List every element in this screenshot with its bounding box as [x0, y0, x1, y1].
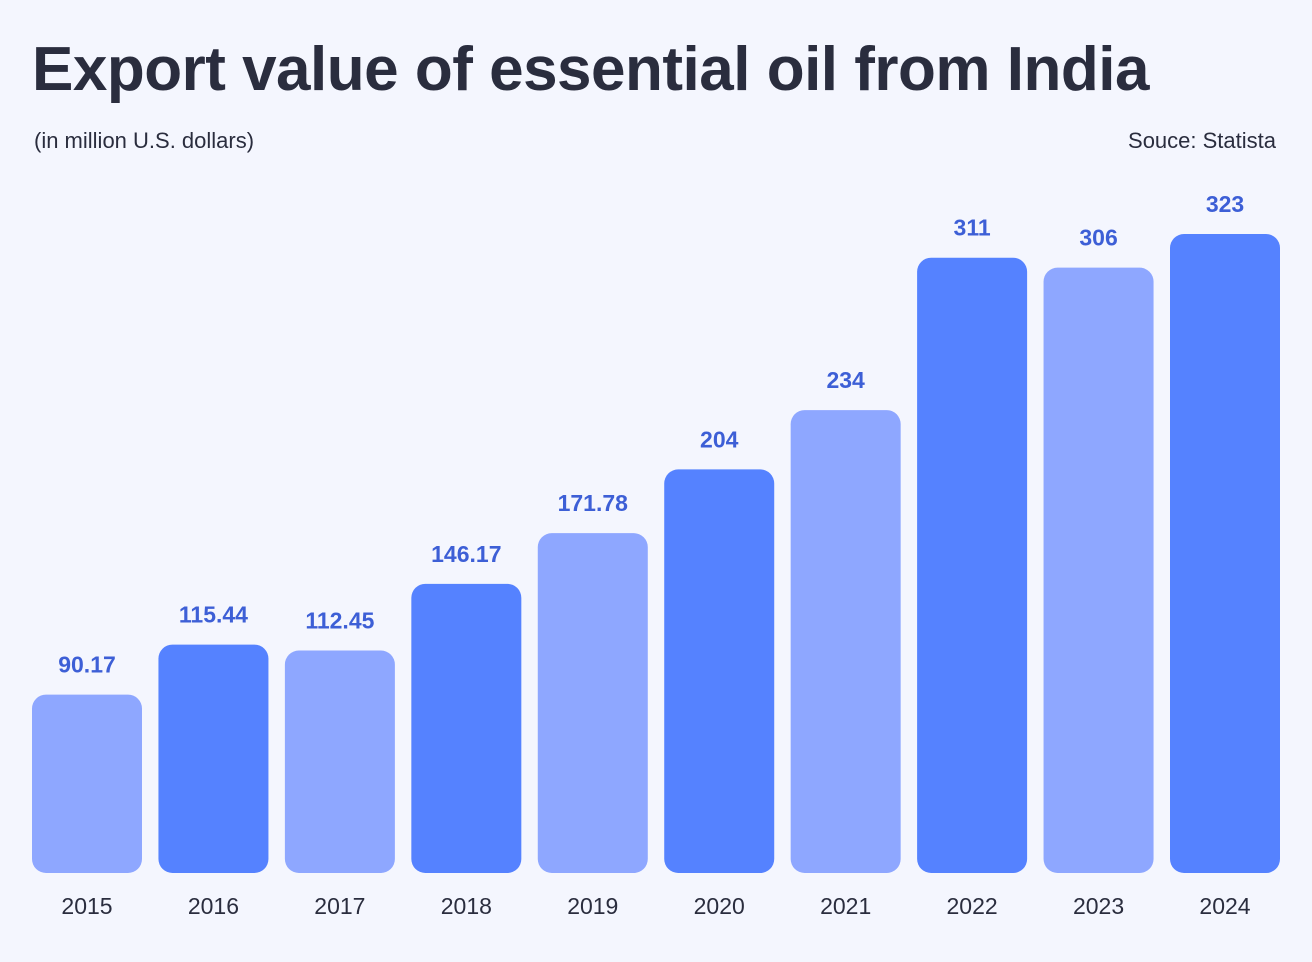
bar-2022	[917, 257, 1028, 873]
value-label-2019: 171.78	[558, 490, 629, 516]
value-label-2017: 112.45	[305, 608, 374, 634]
bar-2015	[32, 694, 142, 873]
chart-source: Souce: Statista	[1128, 128, 1276, 153]
chart-subtitle: (in million U.S. dollars)	[34, 128, 255, 153]
value-label-2024: 323	[1206, 191, 1244, 217]
chart-title: Export value of essential oil from India	[32, 35, 1149, 104]
bar-2023	[1043, 267, 1154, 873]
value-label-2018: 146.17	[431, 541, 501, 567]
value-label-2021: 234	[826, 367, 865, 393]
bar-2021	[790, 410, 901, 873]
bar-2020	[664, 469, 775, 873]
category-label-2022: 2022	[947, 893, 998, 919]
value-label-2016: 115.44	[179, 602, 248, 628]
category-label-2016: 2016	[188, 893, 239, 919]
category-label-2023: 2023	[1073, 893, 1124, 919]
category-label-2015: 2015	[61, 893, 112, 919]
category-label-2024: 2024	[1199, 893, 1250, 919]
category-label-2020: 2020	[694, 893, 745, 919]
category-label-2021: 2021	[820, 893, 871, 919]
bar-2016	[158, 644, 269, 873]
category-label-2018: 2018	[441, 893, 492, 919]
bar-2019	[537, 533, 648, 873]
value-label-2020: 204	[700, 426, 739, 452]
value-label-2023: 306	[1079, 225, 1117, 251]
value-label-2022: 311	[954, 215, 991, 241]
bar-2018	[411, 583, 522, 873]
category-label-2019: 2019	[567, 893, 618, 919]
value-label-2015: 90.17	[58, 652, 116, 678]
bar-2024	[1170, 234, 1280, 873]
category-label-2017: 2017	[314, 893, 365, 919]
bar-2017	[284, 650, 395, 873]
